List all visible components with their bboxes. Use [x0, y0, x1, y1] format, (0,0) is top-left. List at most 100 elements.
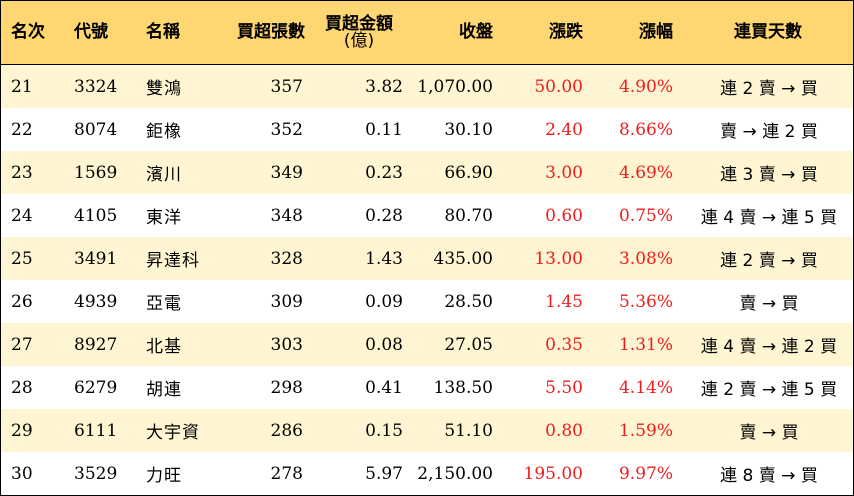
cell-close: 66.90	[444, 162, 493, 183]
cell-change: 1.45	[545, 291, 583, 312]
cell-rank: 24	[11, 205, 33, 226]
cell-pct: 1.31%	[618, 334, 673, 355]
cell-days: 連 3 賣 → 買	[720, 165, 818, 185]
cell-pct: 8.66%	[618, 119, 673, 140]
cell-close: 30.10	[444, 119, 493, 140]
cell-amount: 0.08	[365, 334, 403, 355]
cell-code: 4105	[74, 205, 118, 226]
cell-change: 0.80	[545, 420, 583, 441]
cell-change: 3.00	[545, 162, 583, 183]
cell-rank: 26	[11, 291, 33, 312]
table-row: 29 6111 大宇資 286 0.15 51.10 0.80 1.59% 賣 → 買	[1, 409, 853, 452]
cell-rank: 28	[11, 377, 33, 398]
table-row: 21 3324 雙鴻 357 3.82 1,070.00 50.00 4.90% 連 2 賣 →…	[1, 65, 853, 108]
cell-days: 連 2 賣 → 買	[720, 79, 818, 99]
header-net-buy-lots: 買超張數	[237, 22, 305, 42]
cell-amount: 1.43	[365, 248, 403, 269]
cell-rank: 27	[11, 334, 33, 355]
header-net-buy-amount-line1: 買超金額	[325, 13, 393, 34]
cell-amount: 0.15	[365, 420, 403, 441]
cell-name: 力旺	[146, 466, 182, 486]
cell-name: 昇達科	[146, 251, 200, 271]
cell-pct: 9.97%	[618, 463, 673, 484]
cell-lots: 286	[270, 420, 303, 441]
cell-lots: 348	[270, 205, 303, 226]
cell-lots: 278	[270, 463, 303, 484]
cell-lots: 352	[270, 119, 303, 140]
cell-code: 3491	[74, 248, 118, 269]
cell-lots: 328	[270, 248, 303, 269]
cell-amount: 3.82	[365, 76, 403, 97]
cell-change: 195.00	[523, 463, 583, 484]
header-net-buy-amount-line2: (億)	[343, 30, 375, 51]
cell-name: 大宇資	[146, 423, 200, 443]
table-row: 30 3529 力旺 278 5.97 2,150.00 195.00 9.97% 連 8 賣 …	[1, 452, 853, 495]
cell-close: 2,150.00	[417, 463, 493, 484]
cell-lots: 357	[270, 76, 303, 97]
cell-name: 亞電	[146, 294, 182, 314]
cell-pct: 4.69%	[618, 162, 673, 183]
cell-amount: 5.97	[365, 463, 403, 484]
cell-days: 連 4 賣 → 連 5 買	[700, 208, 838, 228]
header-close: 收盤	[459, 22, 493, 42]
header-name: 名稱	[146, 22, 180, 42]
cell-change: 0.35	[545, 334, 583, 355]
cell-pct: 4.90%	[618, 76, 673, 97]
cell-rank: 23	[11, 162, 33, 183]
cell-days: 賣 → 買	[739, 423, 799, 443]
cell-code: 6111	[74, 420, 118, 441]
cell-change: 0.60	[545, 205, 583, 226]
header-change: 漲跌	[549, 22, 583, 42]
cell-close: 28.50	[444, 291, 493, 312]
cell-rank: 29	[11, 420, 33, 441]
cell-close: 138.50	[433, 377, 493, 398]
cell-amount: 0.28	[365, 205, 403, 226]
cell-code: 3324	[74, 76, 118, 97]
cell-change: 5.50	[545, 377, 583, 398]
cell-days: 賣 → 買	[739, 294, 799, 314]
cell-code: 1569	[74, 162, 118, 183]
cell-name: 東洋	[146, 208, 182, 228]
cell-lots: 298	[270, 377, 303, 398]
cell-code: 8927	[74, 334, 118, 355]
cell-name: 雙鴻	[146, 79, 182, 99]
cell-name: 鉅橡	[146, 122, 182, 142]
cell-days: 連 2 賣 → 連 5 買	[700, 380, 838, 400]
cell-lots: 349	[270, 162, 303, 183]
table-row: 26 4939 亞電 309 0.09 28.50 1.45 5.36% 賣 → 買	[1, 280, 853, 323]
cell-code: 3529	[74, 463, 118, 484]
header-rank: 名次	[11, 22, 45, 42]
cell-close: 27.05	[444, 334, 493, 355]
cell-close: 51.10	[444, 420, 493, 441]
cell-rank: 30	[11, 463, 33, 484]
cell-days: 連 4 賣 → 連 2 買	[700, 337, 838, 357]
cell-pct: 5.36%	[618, 291, 673, 312]
cell-lots: 303	[270, 334, 303, 355]
cell-pct: 1.59%	[618, 420, 673, 441]
cell-amount: 0.23	[365, 162, 403, 183]
cell-close: 435.00	[433, 248, 493, 269]
table-row: 25 3491 昇達科 328 1.43 435.00 13.00 3.08% 連 2 賣 → …	[1, 237, 853, 280]
cell-close: 1,070.00	[417, 76, 493, 97]
header-code: 代號	[74, 22, 108, 42]
table-row: 27 8927 北基 303 0.08 27.05 0.35 1.31% 連 4 賣 → 連 2…	[1, 323, 853, 366]
cell-name: 北基	[146, 337, 182, 357]
header-change-pct: 漲幅	[639, 22, 673, 42]
cell-change: 2.40	[545, 119, 583, 140]
cell-amount: 0.11	[365, 119, 403, 140]
cell-rank: 22	[11, 119, 33, 140]
cell-lots: 309	[270, 291, 303, 312]
cell-code: 8074	[74, 119, 118, 140]
cell-code: 4939	[74, 291, 118, 312]
cell-change: 50.00	[534, 76, 583, 97]
cell-days: 賣 → 連 2 買	[720, 122, 818, 142]
table-header: 名次 代號 名稱 買超張數 買超金額 (億) 收盤 漲跌 漲幅 連買天數	[1, 1, 853, 65]
cell-code: 6279	[74, 377, 118, 398]
cell-pct: 3.08%	[618, 248, 673, 269]
cell-name: 胡連	[146, 380, 182, 400]
table-row: 22 8074 鉅橡 352 0.11 30.10 2.40 8.66% 賣 → 連 2 買	[1, 108, 853, 151]
table-row: 23 1569 濱川 349 0.23 66.90 3.00 4.69% 連 3 賣 → 買	[1, 151, 853, 194]
cell-rank: 21	[11, 76, 33, 97]
cell-change: 13.00	[534, 248, 583, 269]
